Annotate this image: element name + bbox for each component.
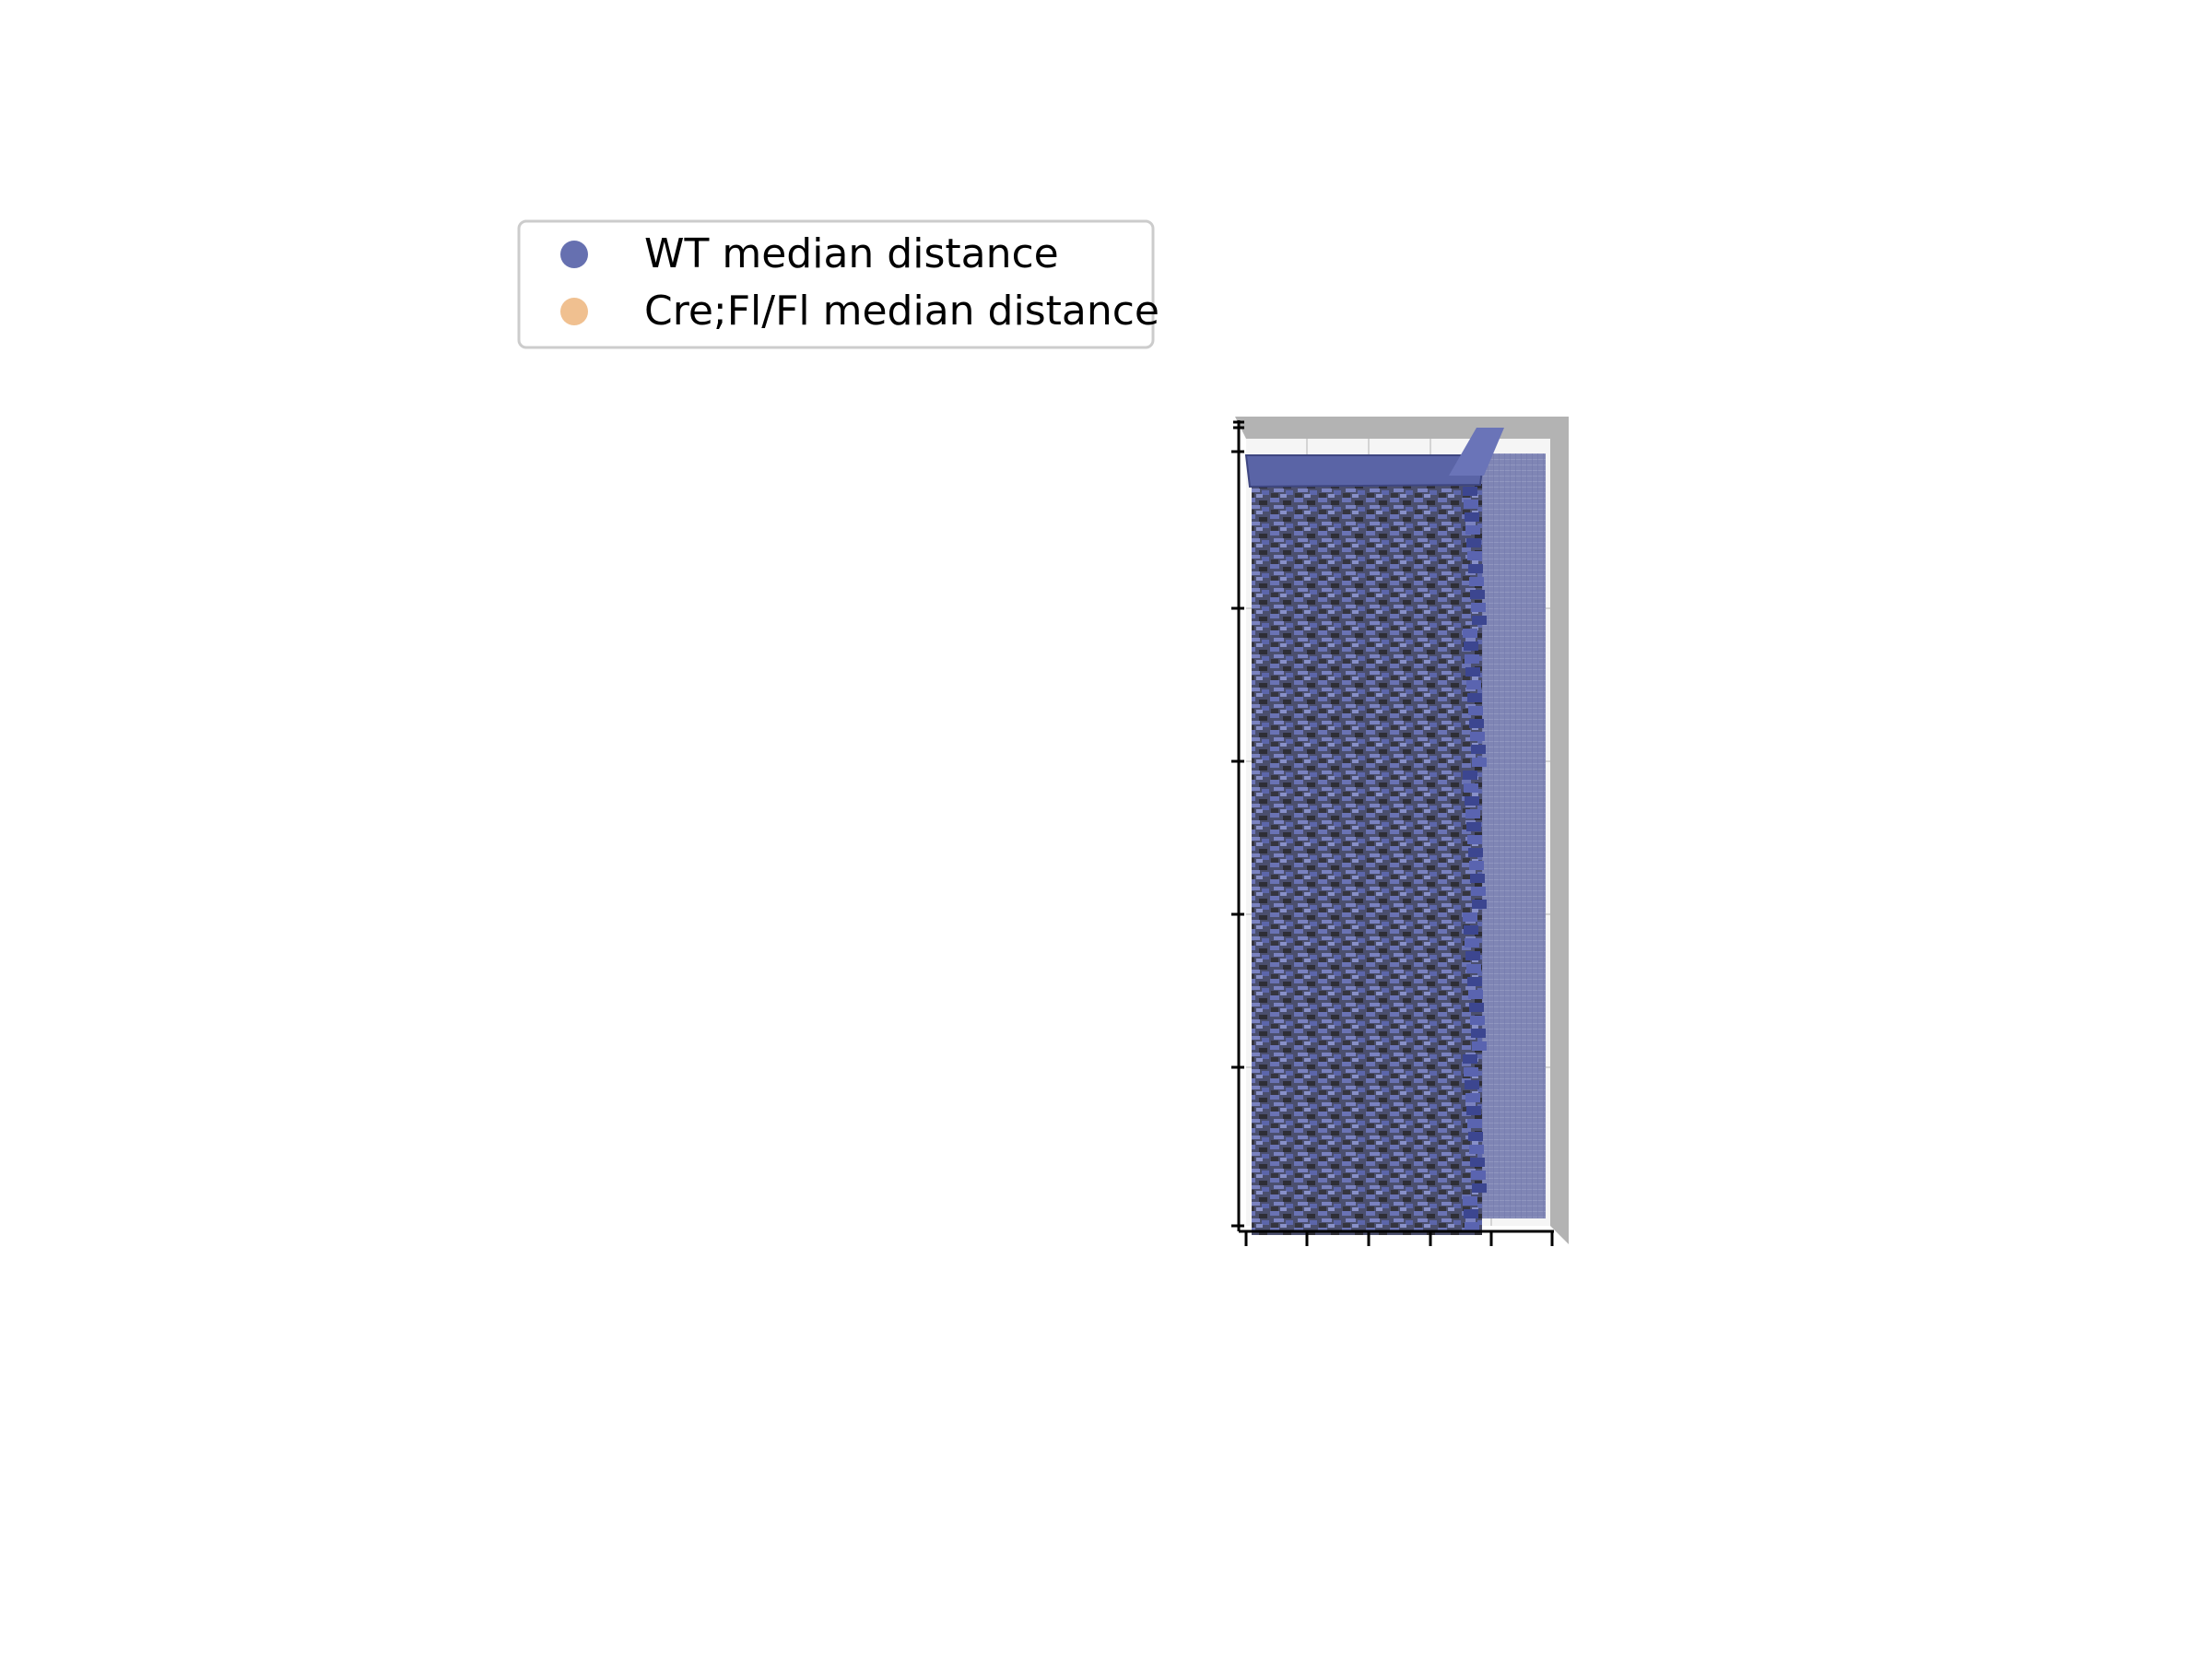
edge-segment (1464, 1067, 1478, 1077)
edge-segment (1464, 925, 1478, 935)
surface-top-rim (1244, 454, 1486, 488)
edge-segment (1470, 732, 1485, 741)
legend-marker-cre (560, 298, 588, 325)
edge-segment (1465, 667, 1480, 677)
edge-segment (1472, 758, 1487, 767)
surface-main (1252, 484, 1482, 1235)
edge-segment (1466, 964, 1481, 973)
edge-segment (1469, 1145, 1484, 1154)
edge-segment (1471, 1029, 1486, 1038)
edge-segment (1467, 977, 1482, 986)
edge-segment (1466, 538, 1481, 547)
edge-segment (1468, 564, 1483, 573)
edge-segment (1468, 848, 1483, 857)
edge-segment (1467, 835, 1482, 844)
legend-marker-wt (560, 241, 588, 268)
x-ticks (1244, 1231, 1554, 1246)
edge-segment (1465, 512, 1479, 522)
edge-segment (1470, 1158, 1485, 1167)
edge-segment (1472, 1183, 1487, 1193)
edge-segment (1463, 1054, 1477, 1064)
edge-segment (1466, 680, 1481, 689)
edge-segment (1468, 706, 1483, 715)
edge-segment (1467, 693, 1482, 702)
legend-frame (517, 219, 1155, 349)
edge-segment (1468, 1132, 1483, 1141)
legend-label-cre: Cre;Fl/Fl median distance (644, 288, 1159, 335)
legend: WT median distance Cre;Fl/Fl median dist… (517, 219, 1159, 349)
edge-segment (1465, 1093, 1480, 1102)
surface-spike (1449, 428, 1504, 476)
legend-entry-wt: WT median distance (560, 230, 1059, 277)
back-pane-top (1235, 417, 1569, 439)
z-ticks (1231, 420, 1244, 1228)
edge-segment (1464, 783, 1478, 793)
edge-segment (1464, 641, 1478, 651)
edge-segment (1472, 616, 1487, 625)
edge-segment (1465, 1222, 1479, 1231)
edge-segment (1472, 1041, 1487, 1051)
surface-strip (1479, 453, 1546, 1218)
edge-segment (1466, 1106, 1481, 1115)
edge-segment (1469, 577, 1484, 586)
edge-segment (1470, 1016, 1485, 1025)
surface-right-edge (1463, 487, 1487, 1231)
edge-segment (1472, 900, 1487, 909)
edge-segment (1469, 719, 1484, 728)
edge-segment (1471, 745, 1486, 754)
edge-segment (1465, 809, 1480, 818)
legend-entry-cre: Cre;Fl/Fl median distance (560, 288, 1159, 335)
edge-segment (1465, 1080, 1479, 1089)
edge-segment (1465, 525, 1480, 535)
edge-segment (1465, 796, 1479, 806)
edge-segment (1465, 938, 1479, 947)
edge-segment (1469, 1003, 1484, 1012)
edge-segment (1465, 654, 1479, 664)
edge-segment (1467, 551, 1482, 560)
edge-segment (1465, 951, 1480, 960)
edge-segment (1463, 487, 1477, 496)
edge-segment (1463, 629, 1477, 638)
edge-segment (1466, 822, 1481, 831)
edge-segment (1468, 990, 1483, 999)
edge-segment (1464, 500, 1478, 509)
edge-segment (1470, 874, 1485, 883)
axes-3d (1231, 417, 1569, 1246)
edge-segment (1470, 590, 1485, 599)
edge-segment (1469, 861, 1484, 870)
edge-segment (1463, 771, 1477, 780)
edge-segment (1464, 1209, 1478, 1218)
edge-segment (1467, 1119, 1482, 1128)
back-pane-right (1550, 417, 1569, 1244)
edge-segment (1471, 1171, 1486, 1180)
edge-segment (1463, 912, 1477, 922)
legend-label-wt: WT median distance (644, 230, 1059, 277)
edge-segment (1463, 1196, 1477, 1206)
edge-segment (1471, 603, 1486, 612)
edge-segment (1471, 887, 1486, 896)
